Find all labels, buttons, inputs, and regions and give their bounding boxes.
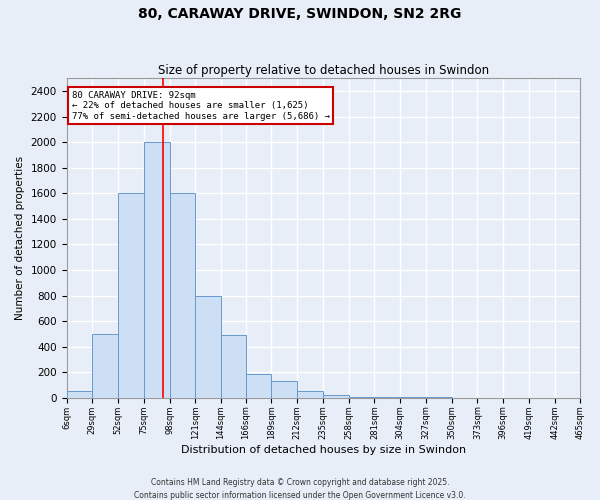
Bar [323, 395, 349, 398]
Bar [374, 397, 400, 398]
Text: 80, CARAWAY DRIVE, SWINDON, SN2 2RG: 80, CARAWAY DRIVE, SWINDON, SN2 2RG [139, 8, 461, 22]
Bar [196, 296, 221, 398]
Title: Size of property relative to detached houses in Swindon: Size of property relative to detached ho… [158, 64, 489, 77]
X-axis label: Distribution of detached houses by size in Swindon: Distribution of detached houses by size … [181, 445, 466, 455]
Bar [92, 334, 118, 398]
Bar [170, 193, 196, 398]
Bar [349, 396, 374, 398]
Bar [67, 392, 92, 398]
Text: 80 CARAWAY DRIVE: 92sqm
← 22% of detached houses are smaller (1,625)
77% of semi: 80 CARAWAY DRIVE: 92sqm ← 22% of detache… [71, 91, 329, 121]
Bar [144, 142, 170, 398]
Bar [118, 193, 144, 398]
Bar [297, 392, 323, 398]
Bar [221, 335, 245, 398]
Bar [400, 397, 426, 398]
Bar [271, 381, 297, 398]
Text: Contains HM Land Registry data © Crown copyright and database right 2025.
Contai: Contains HM Land Registry data © Crown c… [134, 478, 466, 500]
Bar [245, 374, 271, 398]
Y-axis label: Number of detached properties: Number of detached properties [15, 156, 25, 320]
